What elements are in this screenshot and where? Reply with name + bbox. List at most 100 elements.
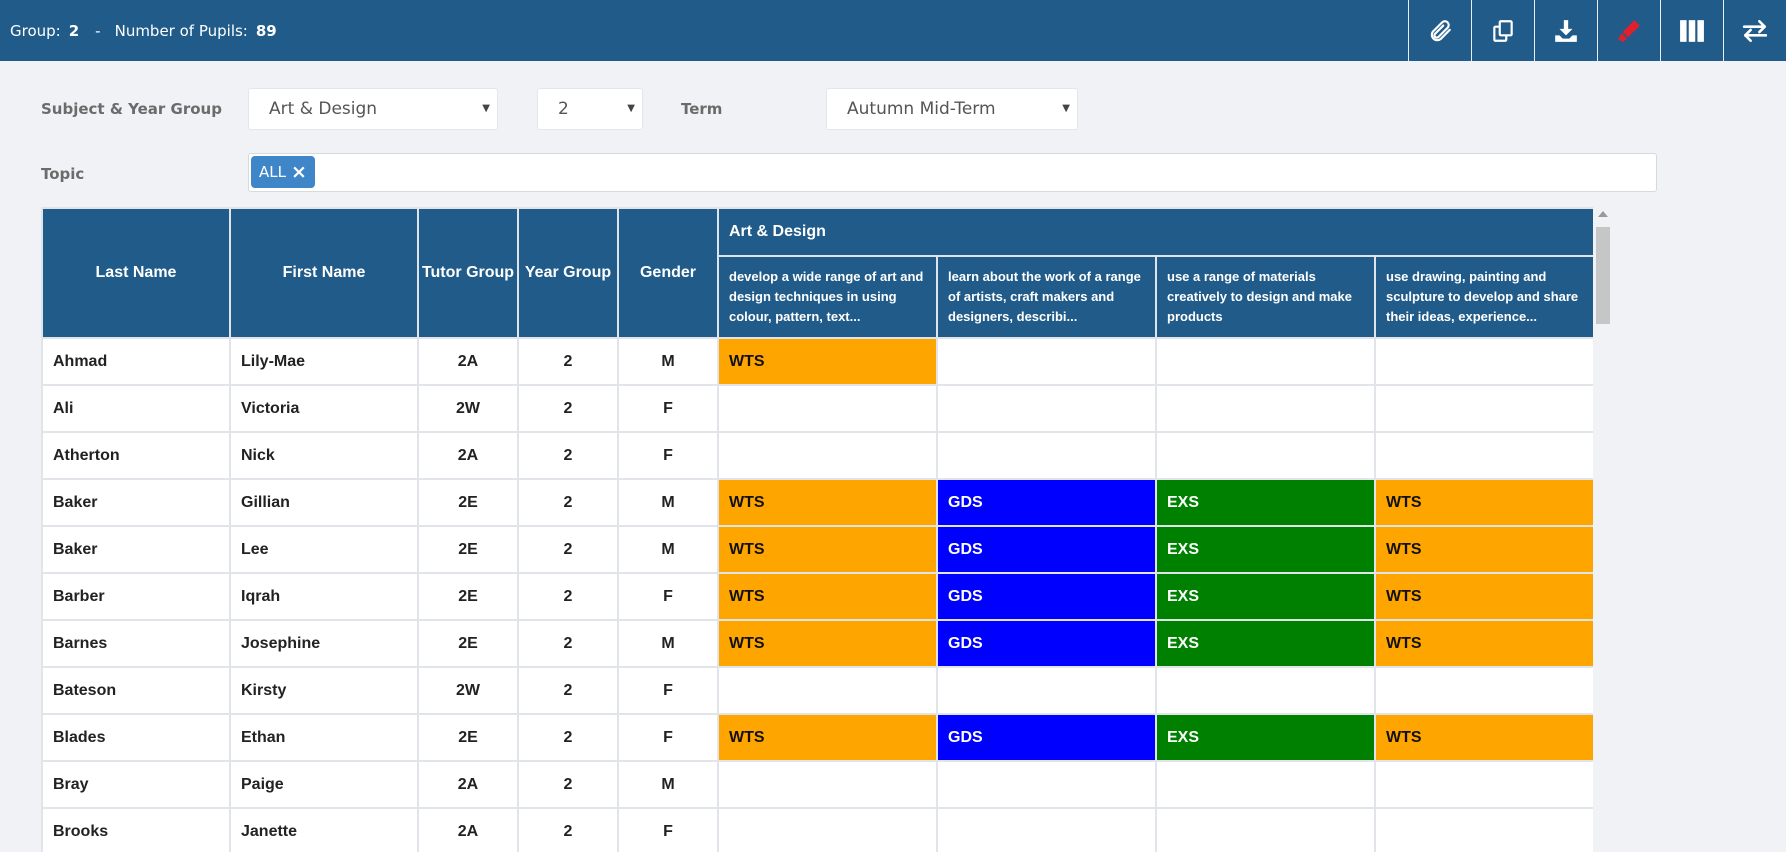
grade-cell[interactable]: WTS xyxy=(1373,478,1593,527)
group-info: Group: 2 - Number of Pupils: 89 xyxy=(10,0,277,61)
cell-gender: M xyxy=(617,525,719,574)
grade-cell[interactable] xyxy=(1155,431,1376,480)
header-first-name[interactable]: First Name xyxy=(229,207,419,339)
grade-cell[interactable] xyxy=(1155,384,1376,433)
grade-cell[interactable] xyxy=(936,666,1157,715)
grade-cell[interactable] xyxy=(1373,337,1593,386)
grade-cell[interactable] xyxy=(717,431,938,480)
grade-cell[interactable] xyxy=(1373,431,1593,480)
grade-cell[interactable]: GDS xyxy=(936,713,1157,762)
grade-cell[interactable] xyxy=(717,666,938,715)
grade-cell[interactable]: WTS xyxy=(717,525,938,574)
group-value: 2 xyxy=(68,21,80,40)
grade-cell[interactable]: GDS xyxy=(936,525,1157,574)
grade-cell[interactable] xyxy=(936,384,1157,433)
cell-gender: F xyxy=(617,666,719,715)
subject-select[interactable]: Art & Design ▼ xyxy=(248,88,498,130)
header-objective[interactable]: learn about the work of a range of artis… xyxy=(936,255,1157,339)
cell-last-name: Ahmad xyxy=(41,337,231,386)
grade-cell[interactable] xyxy=(1155,337,1376,386)
cell-gender: M xyxy=(617,478,719,527)
grade-cell[interactable]: WTS xyxy=(717,713,938,762)
attach-button[interactable] xyxy=(1408,0,1471,61)
swap-button[interactable] xyxy=(1723,0,1786,61)
grade-cell[interactable] xyxy=(936,337,1157,386)
topic-multiselect[interactable]: ALL × xyxy=(248,153,1657,192)
header-objective[interactable]: develop a wide range of art and design t… xyxy=(717,255,938,339)
cell-last-name: Blades xyxy=(41,713,231,762)
grade-cell[interactable] xyxy=(1155,666,1376,715)
cell-last-name: Atherton xyxy=(41,431,231,480)
grade-cell[interactable] xyxy=(1373,760,1593,809)
close-icon[interactable]: × xyxy=(290,160,307,183)
assessment-table: Last Name First Name Tutor Group Year Gr… xyxy=(41,207,1593,852)
header-gender[interactable]: Gender xyxy=(617,207,719,339)
cell-last-name: Brooks xyxy=(41,807,231,852)
grade-cell[interactable]: EXS xyxy=(1155,619,1376,668)
grade-cell[interactable]: GDS xyxy=(936,572,1157,621)
grade-cell[interactable] xyxy=(936,807,1157,852)
columns-button[interactable] xyxy=(1660,0,1723,61)
cell-year-group: 2 xyxy=(517,384,619,433)
cell-last-name: Ali xyxy=(41,384,231,433)
grade-cell[interactable] xyxy=(717,384,938,433)
term-select[interactable]: Autumn Mid-Term ▼ xyxy=(826,88,1078,130)
grade-cell[interactable] xyxy=(936,760,1157,809)
download-button[interactable] xyxy=(1534,0,1597,61)
columns-icon xyxy=(1680,19,1704,42)
header-tutor-group[interactable]: Tutor Group xyxy=(417,207,519,339)
scroll-up-icon[interactable] xyxy=(1598,211,1608,217)
header-objective[interactable]: use drawing, painting and sculpture to d… xyxy=(1373,255,1593,339)
grade-cell[interactable]: WTS xyxy=(1373,713,1593,762)
grade-cell[interactable] xyxy=(1373,807,1593,852)
grade-cell[interactable] xyxy=(936,431,1157,480)
group-label: Group: xyxy=(10,21,61,40)
grade-cell[interactable] xyxy=(1373,666,1593,715)
grade-cell[interactable]: WTS xyxy=(1373,525,1593,574)
pupils-label: Number of Pupils: xyxy=(114,21,248,40)
header-year-group[interactable]: Year Group xyxy=(517,207,619,339)
grade-cell[interactable]: EXS xyxy=(1155,478,1376,527)
swap-arrows-icon xyxy=(1742,19,1768,42)
cell-tutor-group: 2A xyxy=(417,337,519,386)
copy-button[interactable] xyxy=(1471,0,1534,61)
cell-first-name: Josephine xyxy=(229,619,419,668)
grade-cell[interactable] xyxy=(1155,807,1376,852)
header-last-name[interactable]: Last Name xyxy=(41,207,231,339)
cell-tutor-group: 2E xyxy=(417,619,519,668)
grade-cell[interactable]: EXS xyxy=(1155,572,1376,621)
grade-cell[interactable] xyxy=(1155,760,1376,809)
cell-year-group: 2 xyxy=(517,431,619,480)
pupils-count: 89 xyxy=(255,21,277,40)
cell-tutor-group: 2E xyxy=(417,478,519,527)
table-row: Bray Paige 2A 2 M xyxy=(41,760,1593,809)
highlight-button[interactable] xyxy=(1597,0,1660,61)
table-row: Barnes Josephine 2E 2 M WTS GDS EXS WTS xyxy=(41,619,1593,668)
grade-cell[interactable] xyxy=(1373,384,1593,433)
grade-cell[interactable]: WTS xyxy=(717,337,938,386)
grade-cell[interactable]: WTS xyxy=(1373,619,1593,668)
header-objective[interactable]: use a range of materials creatively to d… xyxy=(1155,255,1376,339)
cell-gender: M xyxy=(617,337,719,386)
grade-cell[interactable]: EXS xyxy=(1155,525,1376,574)
grade-cell[interactable] xyxy=(717,807,938,852)
grade-cell[interactable]: WTS xyxy=(717,619,938,668)
grade-cell[interactable]: WTS xyxy=(717,478,938,527)
cell-year-group: 2 xyxy=(517,666,619,715)
topic-label: Topic xyxy=(41,165,85,183)
table-row: Baker Lee 2E 2 M WTS GDS EXS WTS xyxy=(41,525,1593,574)
grade-cell[interactable]: WTS xyxy=(1373,572,1593,621)
term-label: Term xyxy=(681,100,723,118)
vertical-scrollbar[interactable] xyxy=(1594,207,1612,852)
grade-cell[interactable]: WTS xyxy=(717,572,938,621)
grade-cell[interactable]: EXS xyxy=(1155,713,1376,762)
grade-cell[interactable] xyxy=(717,760,938,809)
cell-year-group: 2 xyxy=(517,525,619,574)
cell-last-name: Bateson xyxy=(41,666,231,715)
year-select[interactable]: 2 ▼ xyxy=(537,88,643,130)
grade-cell[interactable]: GDS xyxy=(936,478,1157,527)
cell-year-group: 2 xyxy=(517,337,619,386)
scroll-thumb[interactable] xyxy=(1596,227,1610,324)
cell-first-name: Gillian xyxy=(229,478,419,527)
grade-cell[interactable]: GDS xyxy=(936,619,1157,668)
